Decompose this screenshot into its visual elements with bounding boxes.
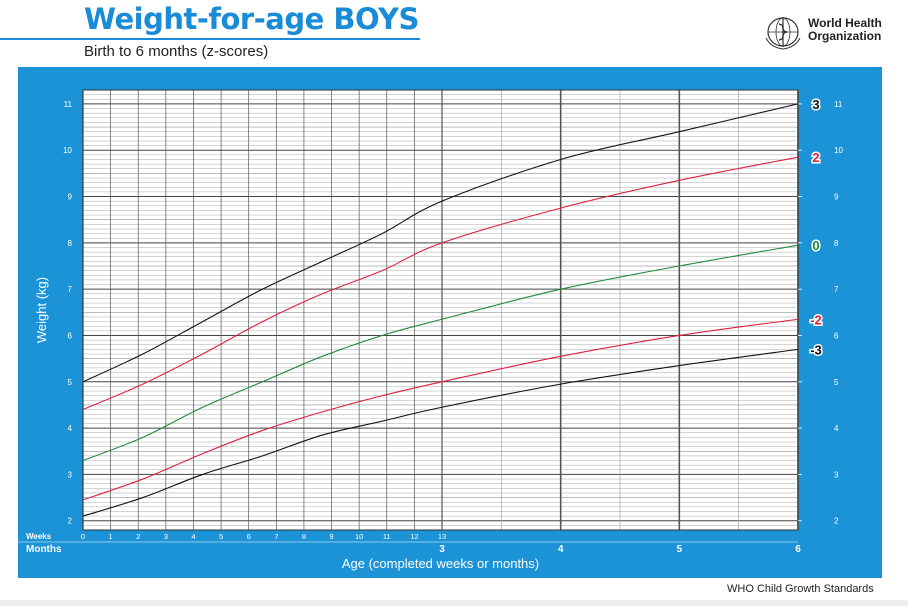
y-tick-label-left: 2 bbox=[68, 517, 73, 526]
months-row-label: Months bbox=[26, 544, 62, 555]
z-score-label-2: 2 bbox=[812, 150, 819, 165]
x-tick-label-week: 6 bbox=[247, 532, 251, 541]
y-tick-label-right: 11 bbox=[834, 100, 843, 109]
x-tick-label-week: 4 bbox=[191, 532, 195, 541]
chart-title: Weight-for-age BOYS bbox=[84, 2, 419, 36]
z-score-curve--3 bbox=[82, 348, 799, 517]
page-bottom-rule bbox=[0, 600, 908, 606]
y-tick-label-right: 9 bbox=[834, 193, 839, 202]
y-tick-label-left: 8 bbox=[68, 239, 73, 248]
x-tick-label-week: 1 bbox=[109, 532, 113, 541]
y-tick-label-left: 5 bbox=[68, 378, 73, 387]
x-tick-label-week: 0 bbox=[81, 532, 85, 541]
y-tick-label-right: 2 bbox=[834, 517, 839, 526]
y-axis-label: Weight (kg) bbox=[34, 277, 49, 343]
x-tick-label-week: 9 bbox=[329, 532, 333, 541]
x-tick-label-week: 10 bbox=[355, 532, 363, 541]
z-score-label--2: -2 bbox=[810, 312, 822, 327]
x-tick-label-week: 12 bbox=[410, 532, 418, 541]
x-tick-label-week: 13 bbox=[438, 532, 446, 541]
org-name-line1: World Health bbox=[808, 16, 882, 30]
y-tick-label-right: 3 bbox=[834, 470, 839, 479]
weeks-row-label: Weeks bbox=[26, 532, 52, 541]
y-tick-label-right: 4 bbox=[834, 424, 839, 433]
who-emblem-icon bbox=[765, 17, 801, 50]
x-tick-label-week: 8 bbox=[302, 532, 306, 541]
chart-subtitle: Birth to 6 months (z-scores) bbox=[84, 43, 269, 60]
x-tick-label-week: 3 bbox=[164, 532, 168, 541]
y-tick-label-right: 7 bbox=[834, 285, 839, 294]
y-tick-label-left: 6 bbox=[68, 331, 73, 340]
y-tick-label-left: 9 bbox=[68, 193, 73, 202]
z-score-curve--2 bbox=[82, 318, 799, 501]
z-score-label--3: -3 bbox=[810, 342, 822, 357]
z-score-curve-2 bbox=[82, 156, 799, 411]
y-tick-label-left: 10 bbox=[63, 146, 72, 155]
z-score-curve-0 bbox=[82, 244, 799, 462]
title-underline bbox=[0, 38, 420, 40]
y-tick-label-left: 3 bbox=[68, 470, 73, 479]
y-tick-label-left: 4 bbox=[68, 424, 73, 433]
who-organization-name: World Health Organization bbox=[808, 17, 898, 43]
y-tick-label-right: 5 bbox=[834, 378, 839, 387]
x-tick-label-month: 3 bbox=[439, 544, 445, 555]
z-score-label-3: 3 bbox=[812, 97, 819, 112]
z-score-label-0: 0 bbox=[812, 238, 819, 253]
x-tick-label-week: 7 bbox=[274, 532, 278, 541]
x-tick-label-month: 6 bbox=[795, 544, 801, 555]
y-tick-label-left: 7 bbox=[68, 285, 73, 294]
footer-text: WHO Child Growth Standards bbox=[727, 583, 874, 595]
x-axis-label: Age (completed weeks or months) bbox=[342, 556, 539, 571]
plot-border bbox=[82, 89, 799, 531]
z-score-curve-3 bbox=[82, 103, 799, 383]
y-tick-label-right: 8 bbox=[834, 239, 839, 248]
chart-panel: 2 2 3 3 4 4 5 5 6 6 7 7 8 8 9 9 10 10 11 11 Weight (kg) Weeks… bbox=[18, 67, 882, 578]
x-tick-label-week: 11 bbox=[383, 532, 391, 541]
x-tick-label-month: 4 bbox=[558, 544, 564, 555]
y-tick-label-left: 11 bbox=[64, 100, 73, 109]
plot-area bbox=[83, 90, 798, 530]
y-tick-label-right: 6 bbox=[834, 331, 839, 340]
x-tick-label-month: 5 bbox=[677, 544, 683, 555]
x-tick-label-week: 5 bbox=[219, 532, 223, 541]
org-name-line2: Organization bbox=[808, 29, 882, 43]
y-tick-label-right: 10 bbox=[834, 146, 843, 155]
x-tick-label-week: 2 bbox=[136, 532, 140, 541]
